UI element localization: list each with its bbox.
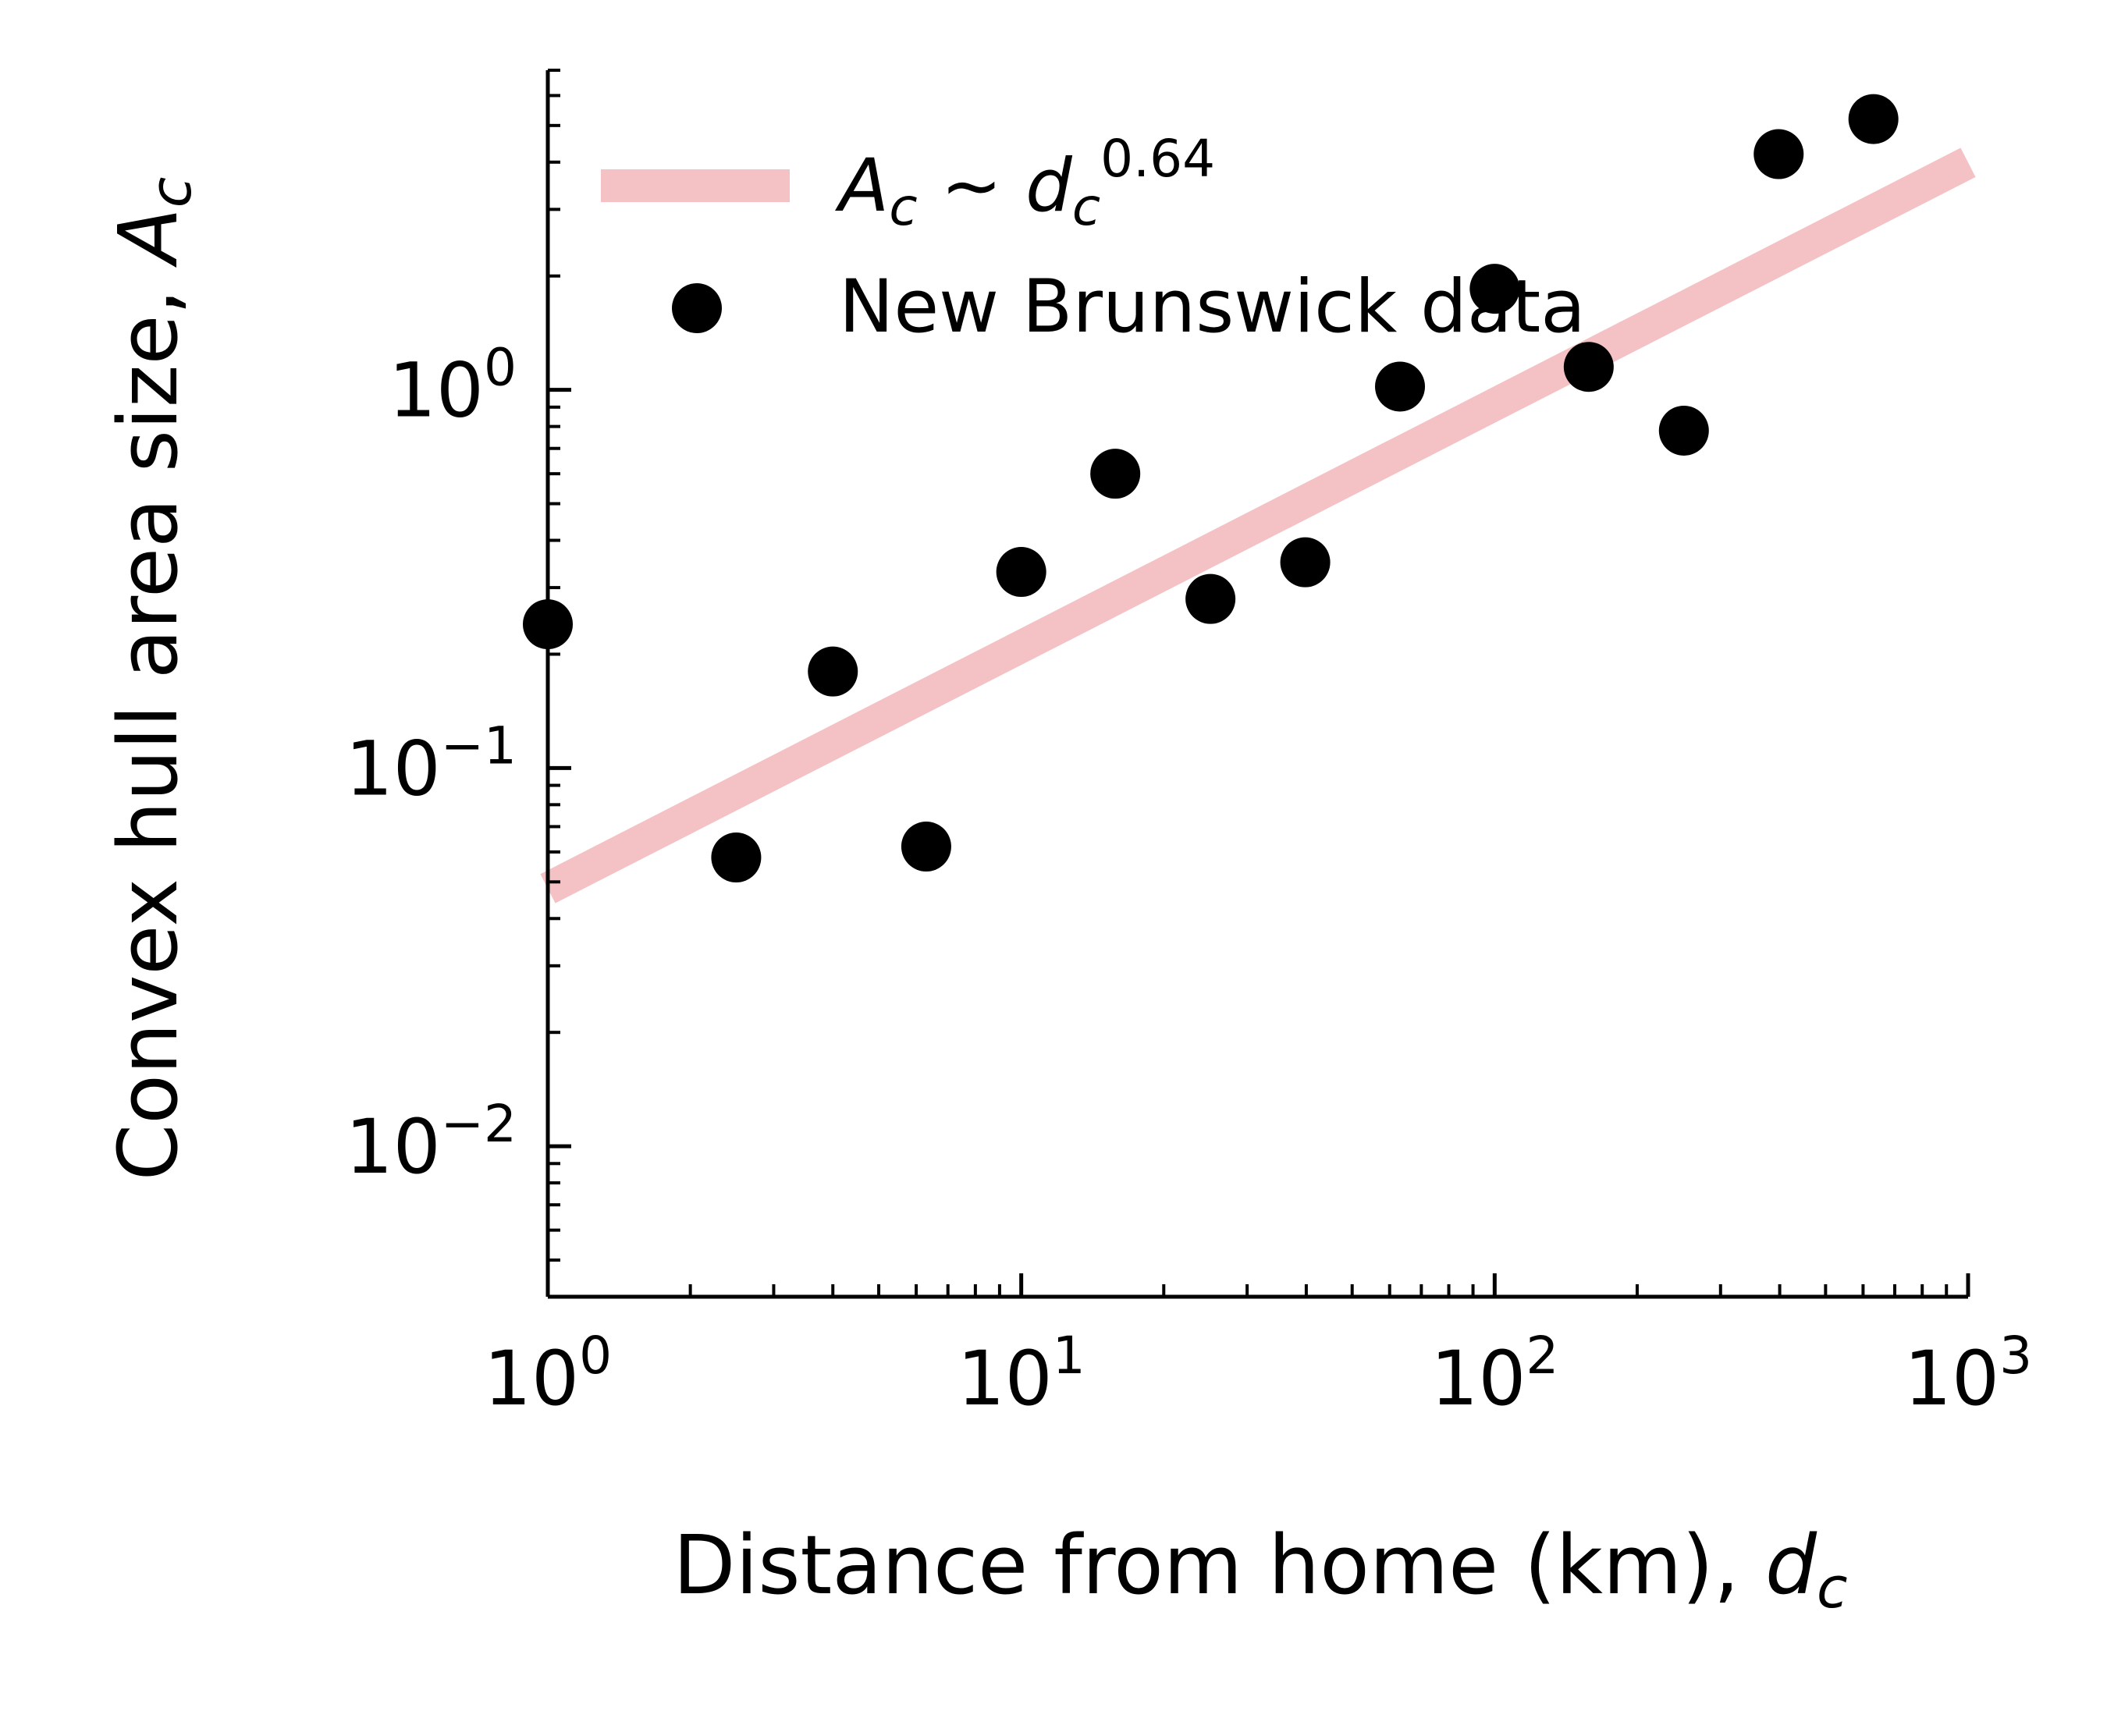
data-point (1658, 405, 1709, 456)
legend-data-label: New Brunswick data (839, 264, 1586, 350)
x-tick-label: 102 (1430, 1326, 1558, 1422)
legend-data-marker (672, 283, 722, 333)
legend: Ac ~ dc0.64 New Brunswick data (601, 129, 1586, 350)
data-point (1563, 342, 1614, 392)
data-point (523, 599, 573, 650)
data-point (1280, 537, 1331, 588)
y-tick-label: 10−1 (346, 715, 517, 812)
legend-fit-label: Ac ~ dc0.64 (835, 129, 1215, 237)
data-point (1185, 573, 1236, 624)
y-tick-label: 10−2 (346, 1094, 517, 1191)
data-point (996, 547, 1046, 598)
axes: 100 101 102 103 10−2 10−1 100 (346, 69, 2032, 1422)
fit-line (540, 147, 1976, 904)
data-point (1375, 361, 1426, 412)
data-point (808, 646, 858, 697)
fit-layer (540, 147, 1976, 904)
x-tick-label: 101 (958, 1326, 1085, 1422)
x-tick-label: 100 (484, 1326, 612, 1422)
x-tick-label: 103 (1904, 1326, 2032, 1422)
data-point (1469, 264, 1520, 314)
data-point (901, 822, 951, 872)
data-point (711, 832, 762, 883)
data-points (523, 94, 1899, 883)
y-tick-label: 100 (389, 338, 517, 435)
y-axis-label: Convex hull area size, Ac (101, 177, 204, 1181)
data-point (1090, 449, 1141, 499)
data-point (1753, 129, 1804, 179)
data-point (1848, 94, 1899, 144)
x-axis-label: Distance from home (km), dc (673, 1518, 1847, 1621)
